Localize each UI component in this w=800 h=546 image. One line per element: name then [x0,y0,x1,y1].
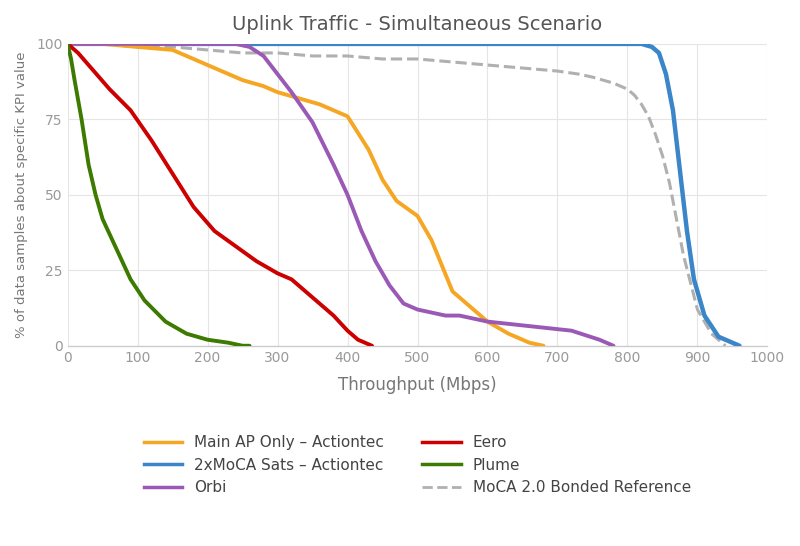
Title: Uplink Traffic - Simultaneous Scenario: Uplink Traffic - Simultaneous Scenario [232,15,602,34]
X-axis label: Throughput (Mbps): Throughput (Mbps) [338,376,497,394]
Y-axis label: % of data samples about specific KPI value: % of data samples about specific KPI val… [15,51,28,338]
Legend: Main AP Only – Actiontec, 2xMoCA Sats – Actiontec, Orbi, Eero, Plume, MoCA 2.0 B: Main AP Only – Actiontec, 2xMoCA Sats – … [138,429,697,501]
